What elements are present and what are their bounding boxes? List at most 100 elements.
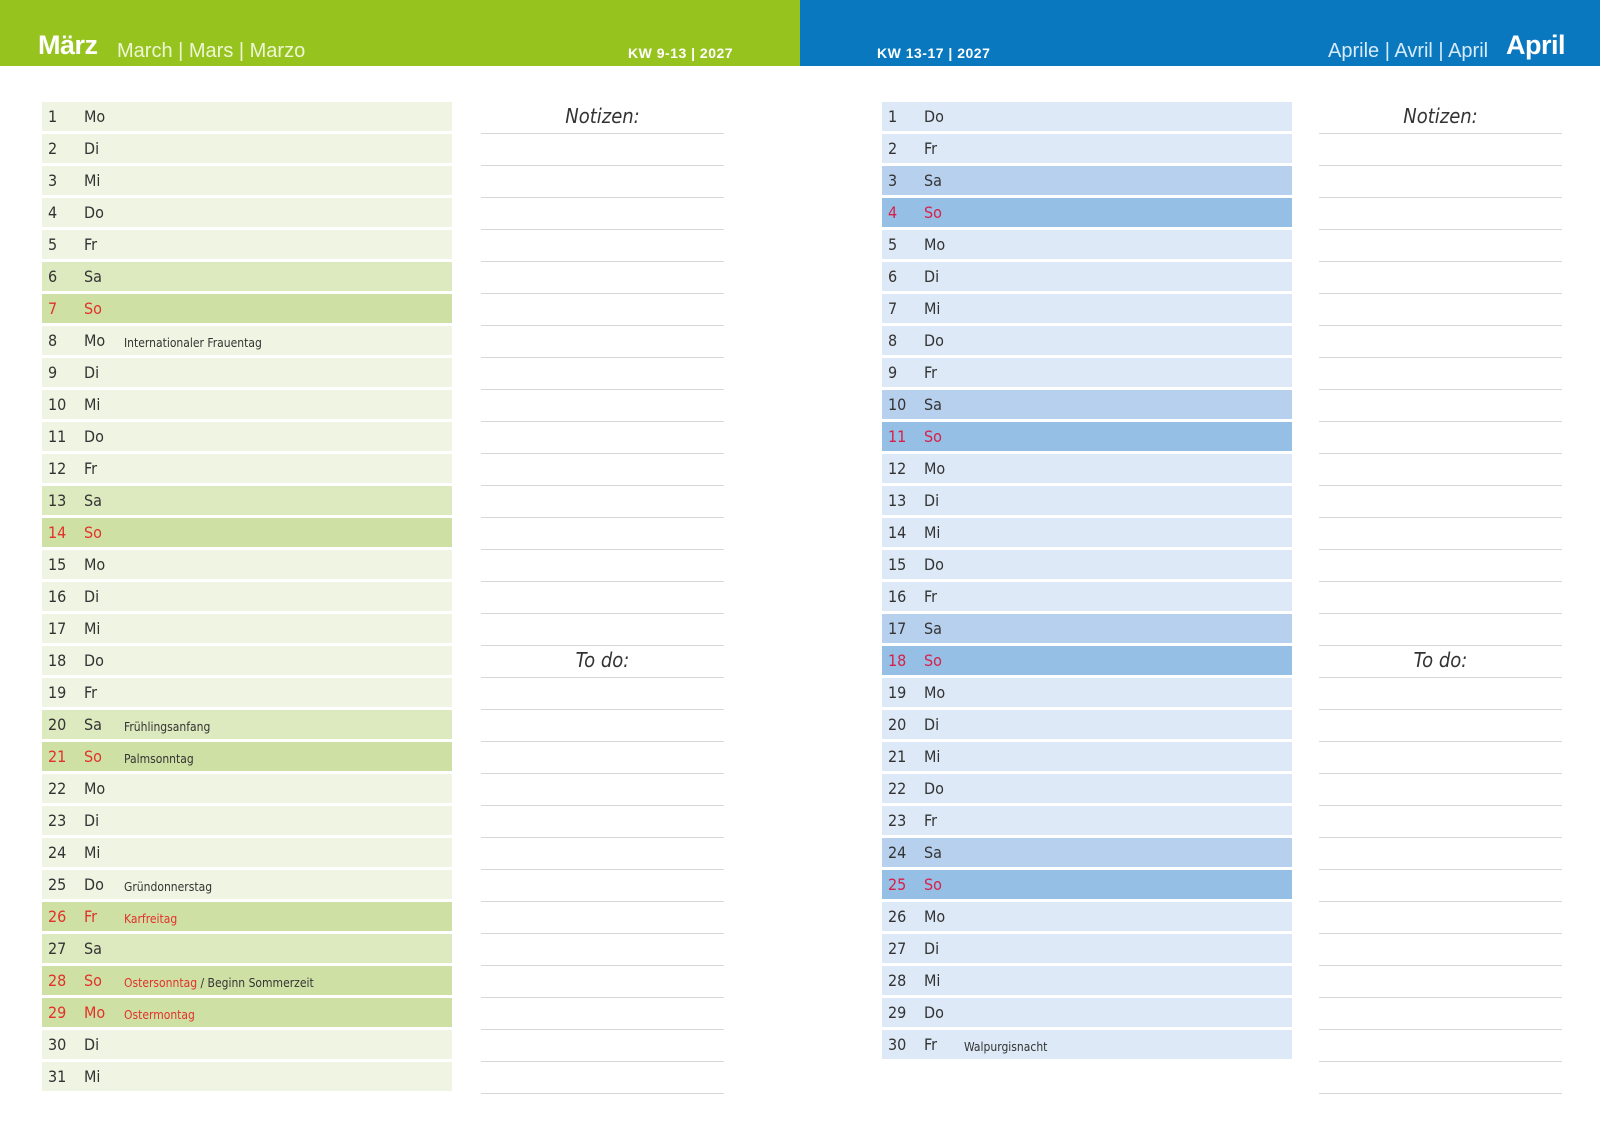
note-line [481, 550, 724, 582]
day-row: 18 Do [42, 646, 452, 675]
todo-heading: To do: [1413, 648, 1468, 672]
note-line [1319, 262, 1562, 294]
day-row: 3 Mi [42, 166, 452, 195]
note-line [481, 262, 724, 294]
weekday-label: Sa [84, 267, 102, 286]
day-number: 30 [48, 1035, 67, 1054]
day-row: 9 Fr [882, 358, 1292, 387]
day-row: 24 Sa [882, 838, 1292, 867]
weekday-label: Do [84, 427, 104, 446]
weekday-label: Di [924, 715, 940, 734]
note-line: To do: [1319, 646, 1562, 678]
event-label-secondary: / Beginn Sommerzeit [197, 976, 314, 990]
day-number: 18 [48, 651, 67, 670]
weekday-label: Di [84, 1035, 100, 1054]
april-header-bar: KW 13-17 | 2027 Aprile | Avril | April A… [800, 0, 1600, 66]
weekday-label: Mo [84, 779, 106, 798]
day-number: 9 [48, 363, 58, 382]
day-number: 12 [888, 459, 907, 478]
day-number: 1 [888, 107, 898, 126]
note-line [481, 678, 724, 710]
weekday-label: Fr [924, 811, 938, 830]
weekday-label: So [924, 651, 942, 670]
note-line [1319, 614, 1562, 646]
month-title: März [38, 30, 98, 60]
day-event: Karfreitag [124, 907, 177, 926]
weekday-label: Do [84, 875, 104, 894]
day-number: 16 [888, 587, 907, 606]
day-event: Internationaler Frauentag [124, 331, 262, 350]
day-number: 7 [48, 299, 58, 318]
note-line [1319, 998, 1562, 1030]
note-line [1319, 358, 1562, 390]
day-row: 25 Do Gründonnerstag [42, 870, 452, 899]
day-number: 11 [48, 427, 67, 446]
day-row: 23 Di [42, 806, 452, 835]
day-row: 23 Fr [882, 806, 1292, 835]
day-number: 26 [888, 907, 907, 926]
day-number: 20 [888, 715, 907, 734]
day-row: 7 So [42, 294, 452, 323]
day-number: 18 [888, 651, 907, 670]
note-line [481, 902, 724, 934]
day-number: 8 [48, 331, 58, 350]
note-line [481, 774, 724, 806]
day-row: 7 Mi [882, 294, 1292, 323]
note-line [481, 710, 724, 742]
weekday-label: Sa [84, 939, 102, 958]
weekday-label: Di [84, 363, 100, 382]
day-number: 1 [48, 107, 58, 126]
day-event: Palmsonntag [124, 747, 194, 766]
note-line [481, 230, 724, 262]
day-number: 31 [48, 1067, 67, 1086]
notes-area: Notizen: To do: [481, 102, 724, 1094]
weekday-label: Mi [84, 843, 101, 862]
day-number: 22 [48, 779, 67, 798]
day-row: 26 Mo [882, 902, 1292, 931]
april-page: KW 13-17 | 2027 Aprile | Avril | April A… [800, 0, 1600, 1130]
day-number: 20 [48, 715, 67, 734]
day-number: 21 [888, 747, 907, 766]
day-event: Ostersonntag / Beginn Sommerzeit [124, 971, 314, 990]
day-row: 14 Mi [882, 518, 1292, 547]
weekday-label: Di [924, 491, 940, 510]
weekday-label: Di [84, 139, 100, 158]
weekday-label: Do [924, 331, 944, 350]
day-row: 22 Do [882, 774, 1292, 803]
weekday-label: So [924, 203, 942, 222]
day-row: 27 Di [882, 934, 1292, 963]
weekday-label: Do [84, 203, 104, 222]
note-line [481, 166, 724, 198]
event-label: Gründonnerstag [124, 880, 213, 894]
weekday-label: Mi [924, 299, 941, 318]
day-number: 2 [888, 139, 898, 158]
note-line [1319, 838, 1562, 870]
note-line [1319, 902, 1562, 934]
day-row: 31 Mi [42, 1062, 452, 1091]
day-number: 4 [888, 203, 898, 222]
notes-area: Notizen: To do: [1319, 102, 1562, 1094]
day-number: 24 [48, 843, 67, 862]
weekday-label: Mo [84, 107, 106, 126]
weekday-label: Mi [924, 747, 941, 766]
weekday-label: Do [924, 779, 944, 798]
day-row: 6 Sa [42, 262, 452, 291]
day-row: 27 Sa [42, 934, 452, 963]
day-number: 27 [888, 939, 907, 958]
day-number: 7 [888, 299, 898, 318]
weekday-label: So [924, 427, 942, 446]
day-number: 28 [48, 971, 67, 990]
note-line [1319, 486, 1562, 518]
day-number: 23 [48, 811, 67, 830]
weekday-label: Di [84, 587, 100, 606]
day-row: 13 Di [882, 486, 1292, 515]
day-row: 18 So [882, 646, 1292, 675]
weekday-label: Do [84, 651, 104, 670]
day-row: 15 Mo [42, 550, 452, 579]
weekday-label: Fr [84, 459, 98, 478]
day-row: 11 Do [42, 422, 452, 451]
day-row: 16 Di [42, 582, 452, 611]
day-number: 23 [888, 811, 907, 830]
event-label: Frühlingsanfang [124, 720, 211, 734]
weekday-label: So [84, 971, 102, 990]
